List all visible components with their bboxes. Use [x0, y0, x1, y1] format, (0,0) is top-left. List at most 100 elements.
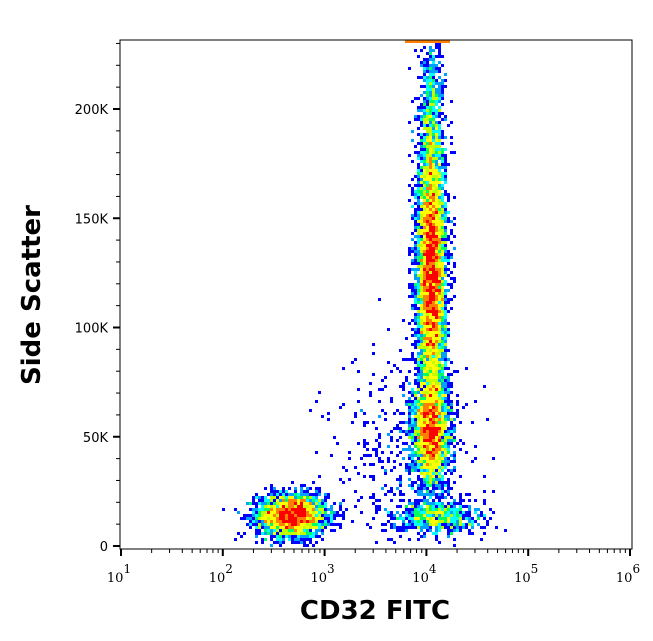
- density-cell: [444, 295, 447, 298]
- density-cell: [261, 526, 264, 529]
- density-cell: [417, 205, 420, 208]
- density-cell: [444, 232, 447, 235]
- density-cell: [417, 427, 420, 430]
- density-cell: [432, 142, 435, 145]
- density-cell: [315, 490, 318, 493]
- density-cell: [426, 184, 429, 187]
- density-cell: [438, 226, 441, 229]
- density-cell: [441, 394, 444, 397]
- density-cell: [453, 196, 456, 199]
- density-cell: [432, 301, 435, 304]
- density-cell: [420, 442, 423, 445]
- density-cell: [357, 472, 360, 475]
- density-cell: [432, 418, 435, 421]
- density-cell: [420, 223, 423, 226]
- density-cell: [429, 133, 432, 136]
- density-cell: [426, 172, 429, 175]
- density-cell: [417, 433, 420, 436]
- density-cell: [447, 373, 450, 376]
- density-cell: [444, 79, 447, 82]
- density-cell: [414, 97, 417, 100]
- density-cell: [432, 325, 435, 328]
- density-cell: [234, 508, 237, 511]
- density-cell: [435, 247, 438, 250]
- density-cell: [435, 400, 438, 403]
- density-cell: [426, 343, 429, 346]
- density-cell: [462, 442, 465, 445]
- density-cell: [450, 373, 453, 376]
- density-cell: [444, 229, 447, 232]
- density-cell: [441, 331, 444, 334]
- density-cell: [366, 454, 369, 457]
- density-cell: [381, 523, 384, 526]
- density-cell: [300, 493, 303, 496]
- density-cell: [438, 457, 441, 460]
- density-cell: [429, 514, 432, 517]
- density-cell: [441, 463, 444, 466]
- density-cell: [417, 514, 420, 517]
- density-cell: [429, 214, 432, 217]
- density-cell: [420, 256, 423, 259]
- density-cell: [417, 166, 420, 169]
- density-cell: [261, 532, 264, 535]
- density-cell: [414, 322, 417, 325]
- density-cell: [264, 538, 267, 541]
- density-cell: [435, 196, 438, 199]
- density-cell: [363, 463, 366, 466]
- density-cell: [417, 280, 420, 283]
- density-cell: [273, 529, 276, 532]
- density-cell: [417, 223, 420, 226]
- density-cell: [291, 520, 294, 523]
- density-cell: [432, 97, 435, 100]
- density-cell: [426, 448, 429, 451]
- density-cell: [465, 517, 468, 520]
- density-cell: [303, 517, 306, 520]
- density-cell: [432, 487, 435, 490]
- density-cell: [429, 112, 432, 115]
- density-cell: [438, 508, 441, 511]
- density-cell: [306, 508, 309, 511]
- density-cell: [255, 523, 258, 526]
- density-cell: [435, 391, 438, 394]
- density-cell: [411, 469, 414, 472]
- density-cell: [414, 175, 417, 178]
- density-cell: [387, 538, 390, 541]
- density-cell: [432, 532, 435, 535]
- density-cell: [423, 67, 426, 70]
- density-cell: [432, 457, 435, 460]
- density-cell: [414, 436, 417, 439]
- density-cell: [438, 418, 441, 421]
- density-cell: [258, 520, 261, 523]
- density-cell: [417, 109, 420, 112]
- density-cell: [429, 409, 432, 412]
- density-cell: [444, 418, 447, 421]
- density-cell: [438, 187, 441, 190]
- density-cell: [447, 163, 450, 166]
- density-cell: [408, 391, 411, 394]
- density-cell: [435, 223, 438, 226]
- density-cell: [435, 463, 438, 466]
- density-cell: [447, 409, 450, 412]
- density-cell: [357, 442, 360, 445]
- density-cell: [420, 154, 423, 157]
- density-cell: [255, 517, 258, 520]
- density-cell: [432, 442, 435, 445]
- density-cell: [441, 307, 444, 310]
- density-cell: [417, 316, 420, 319]
- density-cell: [429, 235, 432, 238]
- density-cell: [309, 526, 312, 529]
- density-cell: [291, 517, 294, 520]
- density-cell: [435, 364, 438, 367]
- density-cell: [369, 391, 372, 394]
- density-cell: [264, 520, 267, 523]
- density-cell: [441, 313, 444, 316]
- density-cell: [423, 499, 426, 502]
- density-cell: [432, 70, 435, 73]
- density-cell: [291, 502, 294, 505]
- density-cell: [420, 424, 423, 427]
- density-cell: [423, 379, 426, 382]
- density-cell: [417, 505, 420, 508]
- density-cell: [420, 478, 423, 481]
- density-cell: [420, 445, 423, 448]
